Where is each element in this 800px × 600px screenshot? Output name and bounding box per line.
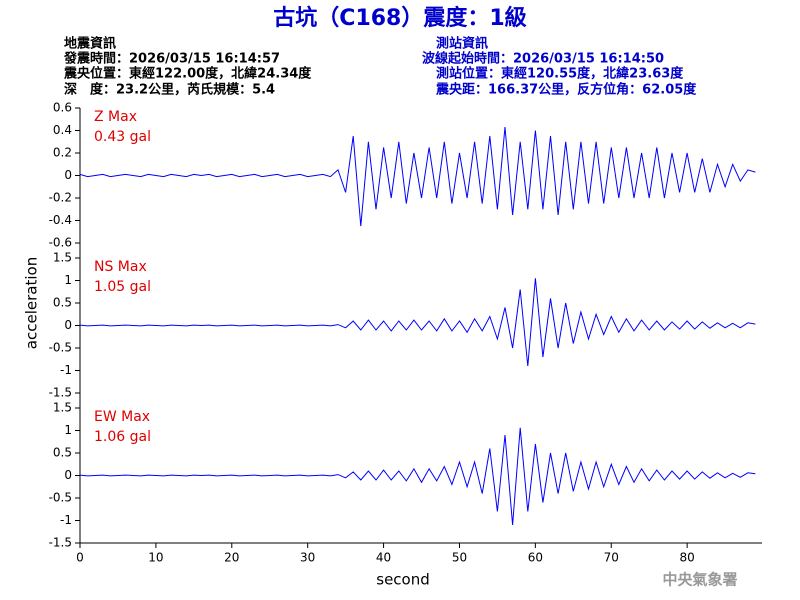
x-tick-label: 80 [680, 551, 695, 565]
y-tick-label: 0 [64, 468, 72, 482]
x-axis-label: second [376, 571, 430, 589]
info-line: 測站位置：東經120.55度，北緯23.63度 [436, 66, 684, 82]
x-tick-label: 30 [300, 551, 315, 565]
y-tick-label: 0.5 [53, 446, 72, 460]
y-axis-label: acceleration [23, 257, 41, 349]
y-tick-label: 1 [64, 423, 72, 437]
y-tick-label: 0 [64, 168, 72, 182]
y-tick-label: 0.6 [53, 101, 72, 115]
y-tick-label: 0.5 [53, 296, 72, 310]
info-line: 發震時間：2026/03/15 16:14:57 [63, 51, 280, 67]
x-tick-label: 0 [76, 551, 84, 565]
info-line: 波線起始時間：2026/03/15 16:14:50 [422, 51, 664, 67]
y-tick-label: -1.5 [49, 536, 72, 550]
y-tick-label: -1 [60, 513, 72, 527]
y-tick-label: 1.5 [53, 251, 72, 265]
chart-title: 古坑（C168）震度：1級 [273, 5, 526, 31]
x-tick-label: 50 [452, 551, 467, 565]
y-tick-label: -0.6 [49, 236, 72, 250]
x-tick-label: 10 [148, 551, 163, 565]
y-tick-label: 0.4 [53, 123, 72, 137]
x-tick-label: 70 [604, 551, 619, 565]
waveform [79, 427, 756, 526]
max-label: 1.05 gal [94, 279, 151, 295]
info-line: 震央位置：東經122.00度，北緯24.34度 [63, 66, 312, 82]
x-tick-label: 60 [528, 551, 543, 565]
max-label: 1.06 gal [94, 429, 151, 445]
component-label: Z Max [94, 109, 137, 125]
y-tick-label: -0.2 [49, 191, 72, 205]
footer: 中央氣象署 [662, 571, 737, 589]
y-tick-label: 1.5 [53, 401, 72, 415]
y-tick-label: -0.4 [49, 213, 72, 227]
waveform [79, 127, 756, 227]
component-label: EW Max [94, 409, 150, 425]
y-tick-label: -1.5 [49, 386, 72, 400]
x-tick-label: 40 [376, 551, 391, 565]
y-tick-label: 1 [64, 273, 72, 287]
info-line: 地震資訊 [64, 36, 116, 52]
y-tick-label: 0.2 [53, 146, 72, 160]
y-tick-label: -0.5 [49, 341, 72, 355]
info-line: 震央距：166.37公里，反方位角：62.05度 [435, 82, 697, 98]
waveform [79, 278, 756, 367]
info-line: 測站資訊 [436, 36, 488, 52]
info-line: 深 度：23.2公里，芮氏規模：5.4 [64, 82, 275, 98]
max-label: 0.43 gal [94, 129, 151, 145]
x-tick-label: 20 [224, 551, 239, 565]
y-tick-label: 0 [64, 318, 72, 332]
y-tick-label: -0.5 [49, 491, 72, 505]
component-label: NS Max [94, 259, 147, 275]
y-tick-label: -1 [60, 363, 72, 377]
